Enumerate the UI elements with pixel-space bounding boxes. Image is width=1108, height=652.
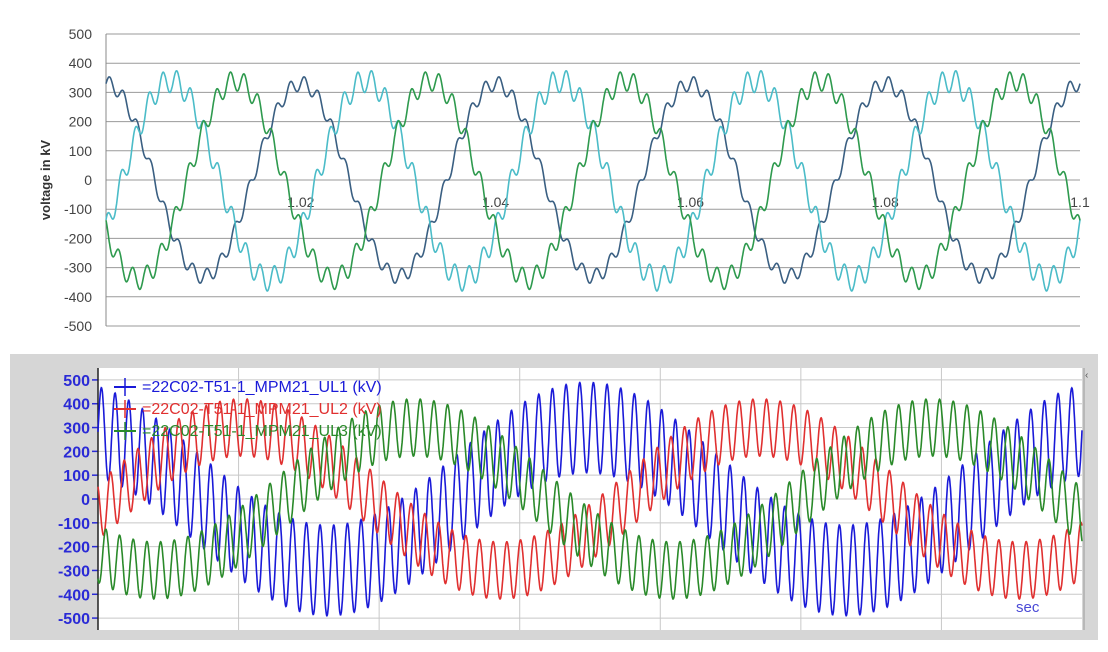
bottom-y-tick: -500 <box>58 611 90 628</box>
top-y-axis-label: voltage in kV <box>38 140 53 221</box>
top-series-1-line <box>105 76 1081 284</box>
top-y-tick: -500 <box>64 318 92 334</box>
top-y-tick: -400 <box>64 289 92 305</box>
bottom-series-3-line <box>97 398 1083 601</box>
top-y-tick: 0 <box>84 172 92 188</box>
top-x-tick: 1.06 <box>677 194 704 210</box>
bottom-y-tick: 400 <box>63 397 90 414</box>
top-y-tick: 100 <box>69 143 93 159</box>
bottom-y-tick: 100 <box>63 468 90 485</box>
legend-entry-3: =22C02-T51-1_MPM21_UL3 (kV) <box>142 423 382 440</box>
top-y-tick: 300 <box>69 84 93 100</box>
bottom-series-2-line <box>97 398 1083 601</box>
top-voltage-chart: 500 400 300 200 100 0 -100 -200 -300 -400 -500 1.0… <box>38 26 1090 334</box>
top-y-tick-labels: 500 400 300 200 100 0 -100 -200 -300 -400 -500 <box>64 26 92 334</box>
bottom-y-tick: -200 <box>58 540 90 557</box>
bottom-y-tick: 500 <box>63 373 90 390</box>
top-x-tick: 1.02 <box>287 194 314 210</box>
bottom-y-tick: 0 <box>81 492 90 509</box>
bottom-y-tick: -400 <box>58 587 90 604</box>
bottom-y-tick: 300 <box>63 421 90 438</box>
top-x-tick-labels: 1.02 1.04 1.06 1.08 1.1 <box>287 194 1090 210</box>
bottom-y-tick: -100 <box>58 516 90 533</box>
bottom-x-axis-label: sec <box>1016 599 1040 616</box>
legend-entry-1: =22C02-T51-1_MPM21_UL1 (kV) <box>142 379 382 396</box>
bottom-voltage-chart: 500 400 300 200 100 0 -100 -200 -300 -400 -500 =22… <box>58 368 1088 630</box>
top-x-tick: 1.1 <box>1070 194 1090 210</box>
bottom-series-1-line <box>97 381 1083 618</box>
top-x-tick: 1.08 <box>872 194 899 210</box>
legend-entry-2: =22C02-T51-1_MPM21_UL2 (kV) <box>142 401 382 418</box>
bottom-legend: =22C02-T51-1_MPM21_UL1 (kV) =22C02-T51-1_… <box>114 378 382 440</box>
bottom-y-tick: 200 <box>63 444 90 461</box>
bottom-y-tick: -300 <box>58 563 90 580</box>
top-y-tick: -300 <box>64 260 92 276</box>
top-y-tick: 500 <box>69 26 93 42</box>
chevron-left-icon[interactable]: ‹ <box>1085 370 1088 381</box>
top-y-tick: 200 <box>69 114 93 130</box>
top-y-tick: -100 <box>64 201 92 217</box>
top-y-tick: -200 <box>64 230 92 246</box>
bottom-y-tick-labels: 500 400 300 200 100 0 -100 -200 -300 -400 -500 <box>58 373 90 628</box>
top-y-tick: 400 <box>69 55 93 71</box>
top-x-tick: 1.04 <box>482 194 509 210</box>
top-series-group <box>105 69 1081 292</box>
bottom-series-group <box>97 381 1083 618</box>
top-series-3-line <box>105 71 1081 291</box>
bottom-chart-panel: 500 400 300 200 100 0 -100 -200 -300 -400 -500 =22… <box>10 354 1098 640</box>
